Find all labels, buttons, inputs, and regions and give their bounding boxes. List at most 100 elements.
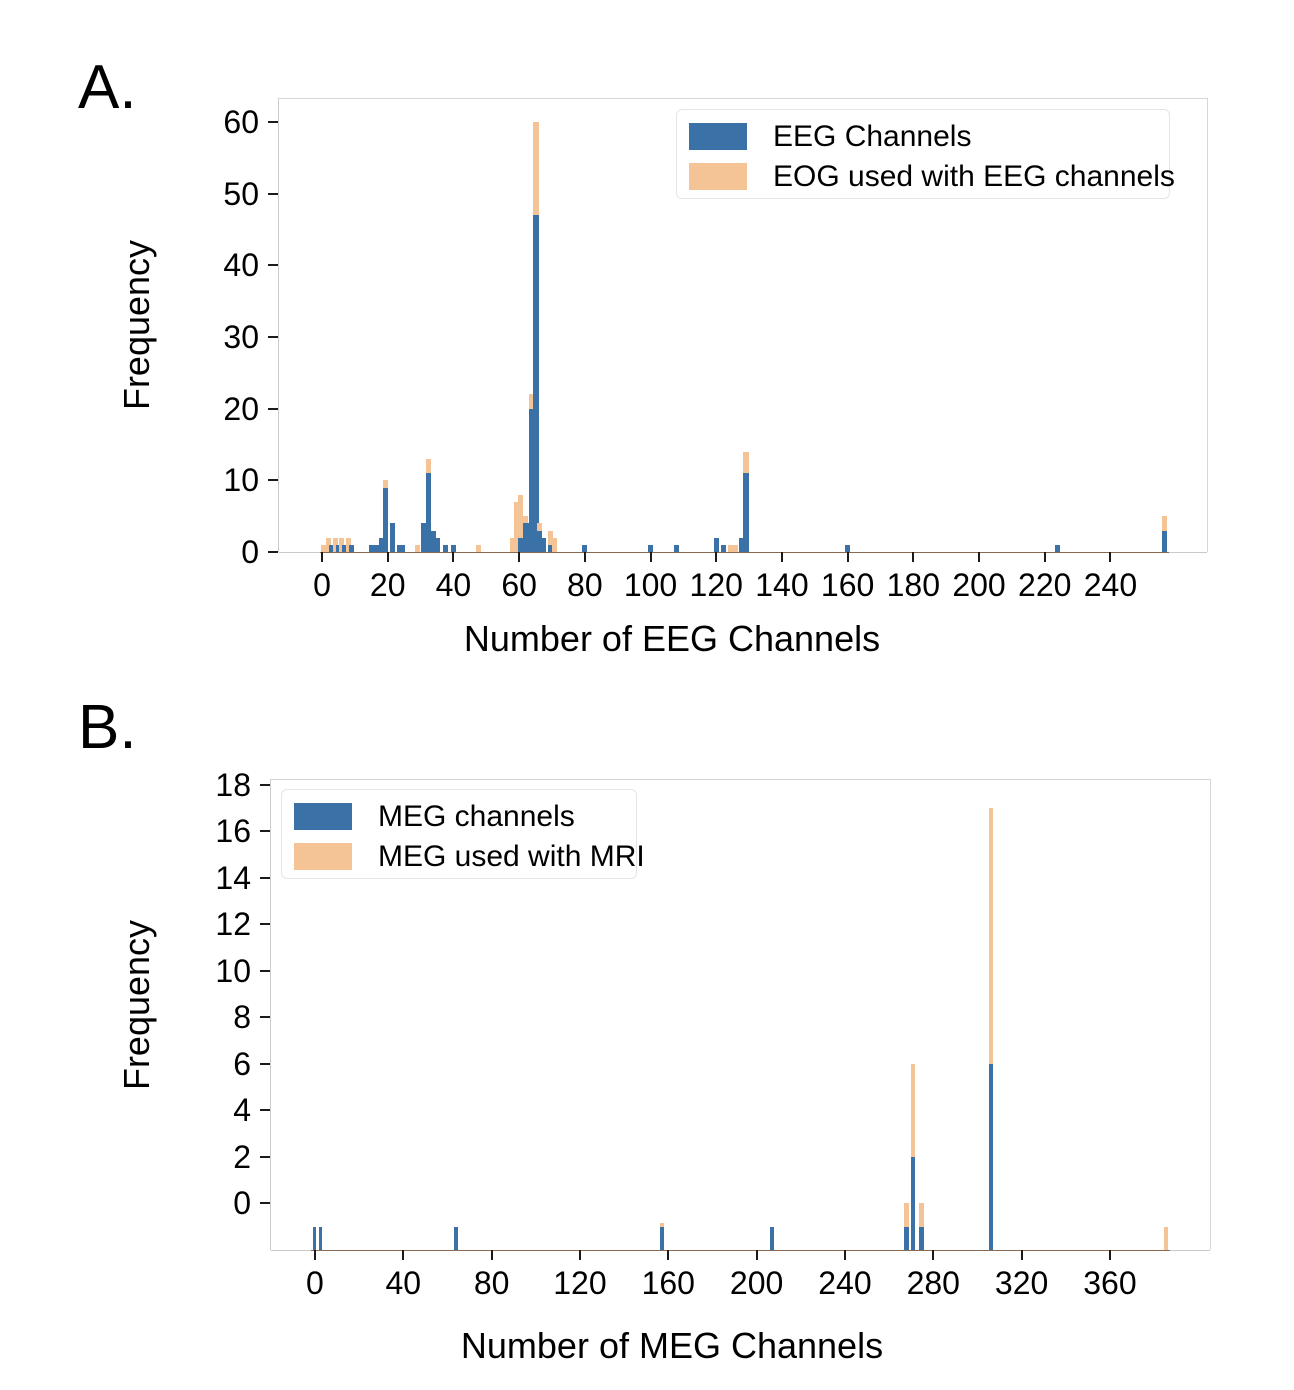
x-tick-label: 320: [994, 1265, 1049, 1301]
y-tick-label: 12: [215, 906, 251, 943]
bar-blue: [532, 215, 539, 552]
y-tick-label: 0: [241, 534, 259, 570]
x-tick-label: 40: [385, 1265, 422, 1301]
bar-blue: [911, 1156, 916, 1250]
x-tick-mark: [1108, 1250, 1111, 1260]
bar-blue: [348, 544, 354, 552]
bar-blue: [450, 544, 456, 552]
y-tick-mark: [260, 876, 270, 879]
bar-blue: [329, 544, 335, 552]
x-tick-mark: [452, 552, 455, 562]
bar-orange: [727, 544, 733, 552]
bar-blue: [335, 544, 341, 552]
x-tick-mark: [1109, 552, 1112, 562]
y-tick-mark: [268, 335, 278, 338]
x-axis-data-range-line: [310, 1249, 1171, 1251]
bar-blue: [342, 544, 348, 552]
bar-blue: [368, 544, 374, 552]
y-tick-mark: [260, 1062, 270, 1065]
legend-label-eeg-channels: EEG Channels: [773, 120, 972, 153]
y-tick-mark: [260, 969, 270, 972]
x-axis-title-eeg: Number of EEG Channels: [463, 618, 881, 659]
bar-blue: [648, 544, 654, 552]
bar-blue: [319, 1226, 323, 1250]
bar-blue: [845, 544, 851, 552]
bar-blue: [526, 523, 532, 552]
bar-blue: [382, 487, 388, 552]
x-tick-mark: [715, 552, 718, 562]
bar-blue: [313, 1226, 317, 1250]
x-tick-label: 360: [1083, 1265, 1137, 1301]
bar-blue: [659, 1226, 664, 1250]
y-tick-label: 60: [223, 103, 259, 140]
bar-blue: [435, 537, 441, 552]
bar-orange: [552, 537, 558, 552]
y-tick-label: 14: [215, 859, 251, 896]
bar-orange: [988, 807, 993, 1250]
y-tick-label: 2: [233, 1138, 251, 1175]
x-tick-label: 20: [369, 567, 406, 603]
bar-blue: [547, 544, 553, 552]
bar-blue: [918, 1226, 924, 1250]
bar-blue: [379, 537, 385, 552]
legend-label-eog-used: EOG used with EEG channels: [773, 160, 1175, 193]
x-tick-label: 80: [473, 1265, 510, 1301]
x-tick-label: 120: [689, 567, 743, 603]
x-tick-mark: [667, 1250, 670, 1260]
bar-blue: [988, 1063, 993, 1250]
bar-orange: [733, 544, 739, 552]
x-tick-label: 0: [313, 567, 331, 603]
bar-orange: [475, 544, 481, 552]
bar-blue: [396, 544, 402, 552]
legend-label-meg-channels: MEG channels: [378, 800, 575, 833]
y-tick-mark: [268, 264, 278, 267]
x-tick-label: 80: [567, 567, 603, 603]
x-tick-label: 280: [906, 1265, 960, 1301]
y-tick-label: 18: [215, 766, 251, 803]
y-tick-label: 20: [223, 390, 259, 427]
bar-orange: [326, 537, 332, 552]
legend-meg: MEG channels MEG used with MRI: [281, 789, 645, 879]
x-tick-mark: [846, 552, 849, 562]
y-tick-label: 40: [223, 247, 259, 284]
bar-orange: [321, 544, 327, 552]
bar-blue: [1162, 530, 1168, 552]
y-tick-label: 10: [223, 462, 259, 499]
bar-orange: [547, 530, 553, 552]
x-tick-mark: [755, 1250, 758, 1260]
bar-blue: [390, 523, 396, 552]
y-tick-mark: [260, 1155, 270, 1158]
bar-orange: [510, 537, 516, 552]
x-tick-label: 60: [501, 567, 537, 603]
bar-blue: [421, 523, 427, 552]
bar-orange: [339, 537, 345, 552]
y-tick-mark: [260, 1202, 270, 1205]
panel-a-label: A.: [78, 53, 137, 122]
legend-label-meg-mri: MEG used with MRI: [378, 840, 645, 873]
bar-blue: [541, 537, 547, 552]
x-tick-label: 140: [755, 567, 809, 603]
bar-blue: [376, 544, 382, 552]
x-tick-label: 180: [886, 567, 940, 603]
bar-blue: [425, 473, 431, 552]
x-tick-mark: [578, 1250, 581, 1260]
bar-blue: [713, 537, 719, 552]
x-axis-data-range-line: [319, 551, 1169, 553]
bar-blue: [537, 530, 543, 552]
x-tick-label: 120: [553, 1265, 607, 1301]
y-tick-mark: [260, 1016, 270, 1019]
y-axis-title-eeg: Frequency: [116, 239, 157, 411]
x-tick-label: 100: [623, 567, 678, 603]
x-axis-title-meg: Number of MEG Channels: [460, 1325, 884, 1366]
x-tick-label: 220: [1018, 567, 1072, 603]
y-tick-label: 16: [215, 813, 251, 850]
bar-blue: [770, 1226, 775, 1250]
x-tick-mark: [321, 552, 324, 562]
y-tick-label: 30: [223, 318, 259, 355]
bar-blue: [372, 544, 378, 552]
x-tick-mark: [1043, 552, 1046, 562]
y-tick-mark: [268, 479, 278, 482]
y-tick-label: 4: [233, 1092, 251, 1129]
y-axis-title-meg: Frequency: [116, 919, 157, 1091]
bar-orange: [414, 544, 420, 552]
